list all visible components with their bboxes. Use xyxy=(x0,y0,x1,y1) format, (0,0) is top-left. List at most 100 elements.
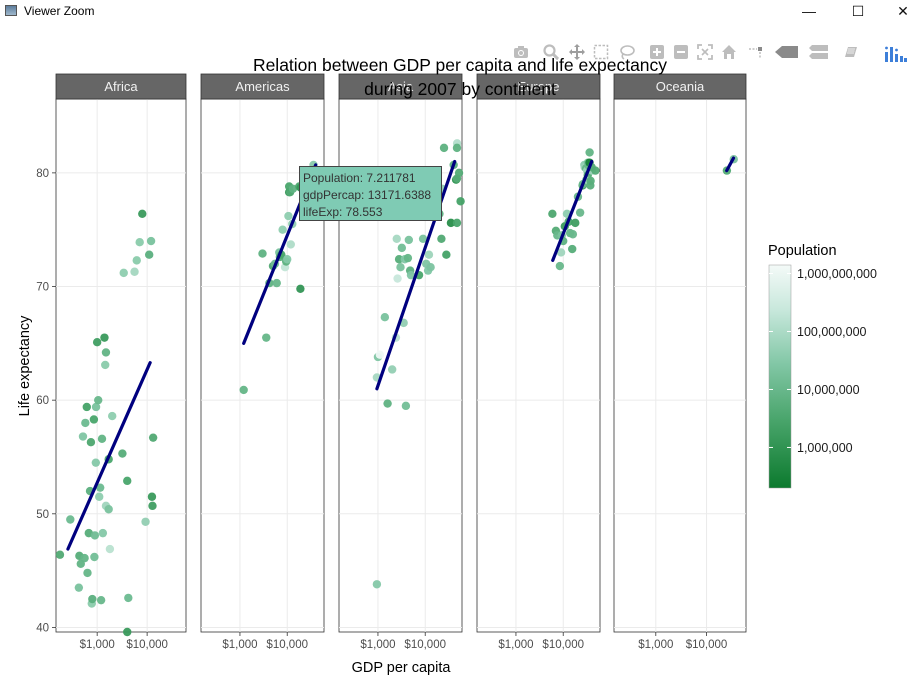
data-point[interactable] xyxy=(401,401,411,411)
pan-icon[interactable] xyxy=(568,44,586,62)
trend-line[interactable] xyxy=(551,159,594,262)
data-point[interactable] xyxy=(66,515,75,524)
data-point[interactable] xyxy=(286,240,295,249)
zoom-icon[interactable] xyxy=(542,44,560,62)
data-point[interactable] xyxy=(86,438,96,447)
trend-line[interactable] xyxy=(725,156,736,173)
data-point[interactable] xyxy=(555,261,565,271)
data-point[interactable] xyxy=(456,197,465,206)
data-point[interactable] xyxy=(452,218,462,228)
data-point[interactable] xyxy=(262,333,271,342)
data-point[interactable] xyxy=(82,402,91,412)
data-point[interactable] xyxy=(141,517,150,526)
autoscale-icon[interactable] xyxy=(696,44,714,62)
data-point[interactable] xyxy=(95,483,105,492)
data-point[interactable] xyxy=(55,550,65,559)
plotly-logo-icon[interactable] xyxy=(884,44,908,62)
data-point[interactable] xyxy=(380,313,390,322)
data-point[interactable] xyxy=(375,350,385,359)
data-point[interactable] xyxy=(104,505,113,514)
data-point[interactable] xyxy=(101,360,110,370)
data-point[interactable] xyxy=(91,458,101,467)
data-point[interactable] xyxy=(88,594,97,604)
trend-line[interactable] xyxy=(66,361,152,551)
data-point[interactable] xyxy=(83,568,92,578)
data-point[interactable] xyxy=(392,234,401,243)
data-point[interactable] xyxy=(556,248,566,257)
close-button[interactable]: ✕ xyxy=(897,3,909,19)
data-point[interactable] xyxy=(404,235,414,245)
data-point[interactable] xyxy=(239,385,248,395)
data-point[interactable] xyxy=(442,250,451,259)
data-point[interactable] xyxy=(452,143,462,153)
data-point[interactable] xyxy=(575,208,585,217)
data-point[interactable] xyxy=(284,211,293,221)
data-point[interactable] xyxy=(108,411,117,421)
zoom-in-icon[interactable] xyxy=(648,44,666,62)
maximize-button[interactable]: ☐ xyxy=(851,3,865,19)
data-point[interactable] xyxy=(403,253,413,263)
data-point[interactable] xyxy=(118,449,127,458)
data-point[interactable] xyxy=(123,627,132,637)
data-point[interactable] xyxy=(406,270,416,280)
hover-closest-icon[interactable] xyxy=(774,44,800,62)
data-point[interactable] xyxy=(91,402,101,412)
data-point[interactable] xyxy=(144,250,154,259)
data-point[interactable] xyxy=(123,476,132,486)
data-point[interactable] xyxy=(437,234,446,243)
chart-area[interactable]: Africa $1,000 $10,000 Americas $1,000 $10,000… xyxy=(0,24,923,683)
data-point[interactable] xyxy=(90,552,99,562)
box-select-icon[interactable] xyxy=(592,44,610,62)
data-point[interactable] xyxy=(585,148,594,157)
data-point[interactable] xyxy=(105,544,115,554)
data-point[interactable] xyxy=(147,492,157,501)
data-point[interactable] xyxy=(424,250,434,259)
data-point[interactable] xyxy=(89,415,99,424)
data-point[interactable] xyxy=(258,249,267,258)
data-point[interactable] xyxy=(454,168,464,178)
data-point[interactable] xyxy=(132,256,141,265)
data-point[interactable] xyxy=(148,501,157,511)
data-point[interactable] xyxy=(100,333,109,342)
data-point[interactable] xyxy=(278,225,287,234)
data-point[interactable] xyxy=(138,209,147,218)
data-point[interactable] xyxy=(101,348,111,357)
data-point[interactable] xyxy=(393,274,402,283)
data-point[interactable] xyxy=(548,209,557,218)
data-point[interactable] xyxy=(80,553,89,563)
data-point[interactable] xyxy=(81,418,90,428)
data-point[interactable] xyxy=(119,268,128,278)
data-point[interactable] xyxy=(387,365,397,374)
data-point[interactable] xyxy=(568,230,578,239)
data-point[interactable] xyxy=(397,243,407,253)
data-point[interactable] xyxy=(396,262,405,272)
data-point[interactable] xyxy=(78,432,88,441)
data-point[interactable] xyxy=(124,593,133,603)
data-point[interactable] xyxy=(418,234,428,243)
data-point[interactable] xyxy=(135,237,144,247)
minimize-button[interactable]: — xyxy=(802,3,816,19)
data-point[interactable] xyxy=(146,236,156,246)
hover-compare-icon[interactable] xyxy=(808,44,830,62)
lasso-select-icon[interactable] xyxy=(618,44,636,62)
spike-lines-icon[interactable] xyxy=(746,44,764,62)
data-point[interactable] xyxy=(92,338,102,347)
data-point[interactable] xyxy=(446,218,456,228)
data-point[interactable] xyxy=(283,255,292,264)
data-point[interactable] xyxy=(272,278,281,288)
data-point[interactable] xyxy=(130,267,139,276)
data-point[interactable] xyxy=(372,580,382,589)
data-point[interactable] xyxy=(288,184,298,193)
edit-icon[interactable] xyxy=(842,44,860,62)
data-point[interactable] xyxy=(426,262,435,272)
data-point[interactable] xyxy=(439,143,449,153)
data-point[interactable] xyxy=(586,176,595,186)
data-point[interactable] xyxy=(74,583,84,592)
data-point[interactable] xyxy=(296,284,305,293)
data-point[interactable] xyxy=(591,166,600,175)
data-point[interactable] xyxy=(95,492,104,501)
zoom-out-icon[interactable] xyxy=(672,44,690,62)
data-point[interactable] xyxy=(94,395,103,405)
data-point[interactable] xyxy=(97,434,107,444)
data-point[interactable] xyxy=(571,218,580,228)
